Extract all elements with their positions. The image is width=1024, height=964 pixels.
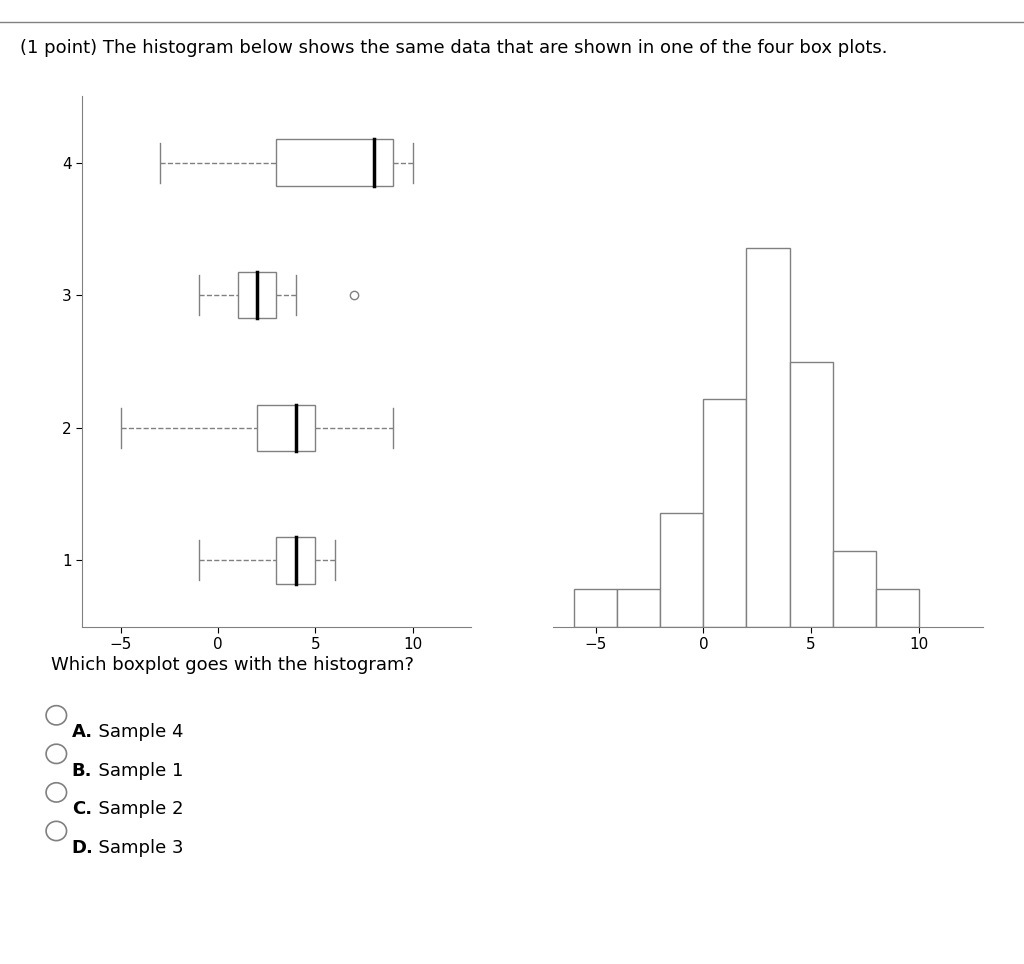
FancyBboxPatch shape xyxy=(746,248,790,627)
Text: D.: D. xyxy=(72,839,93,857)
Text: C.: C. xyxy=(72,800,92,818)
Text: A.: A. xyxy=(72,723,93,741)
FancyBboxPatch shape xyxy=(876,589,919,627)
Text: Sample 3: Sample 3 xyxy=(87,839,183,857)
Text: Which boxplot goes with the histogram?: Which boxplot goes with the histogram? xyxy=(51,656,414,674)
Text: B.: B. xyxy=(72,762,92,780)
FancyBboxPatch shape xyxy=(574,589,617,627)
FancyBboxPatch shape xyxy=(276,537,315,583)
FancyBboxPatch shape xyxy=(703,399,746,627)
FancyBboxPatch shape xyxy=(790,362,833,627)
FancyBboxPatch shape xyxy=(257,405,315,451)
Text: Sample 2: Sample 2 xyxy=(87,800,183,818)
Text: Sample 1: Sample 1 xyxy=(87,762,183,780)
Text: Sample 4: Sample 4 xyxy=(87,723,183,741)
FancyBboxPatch shape xyxy=(660,513,703,627)
FancyBboxPatch shape xyxy=(833,550,876,627)
FancyBboxPatch shape xyxy=(617,589,660,627)
Text: (1 point) The histogram below shows the same data that are shown in one of the f: (1 point) The histogram below shows the … xyxy=(20,39,888,57)
FancyBboxPatch shape xyxy=(238,272,276,318)
FancyBboxPatch shape xyxy=(276,140,393,186)
